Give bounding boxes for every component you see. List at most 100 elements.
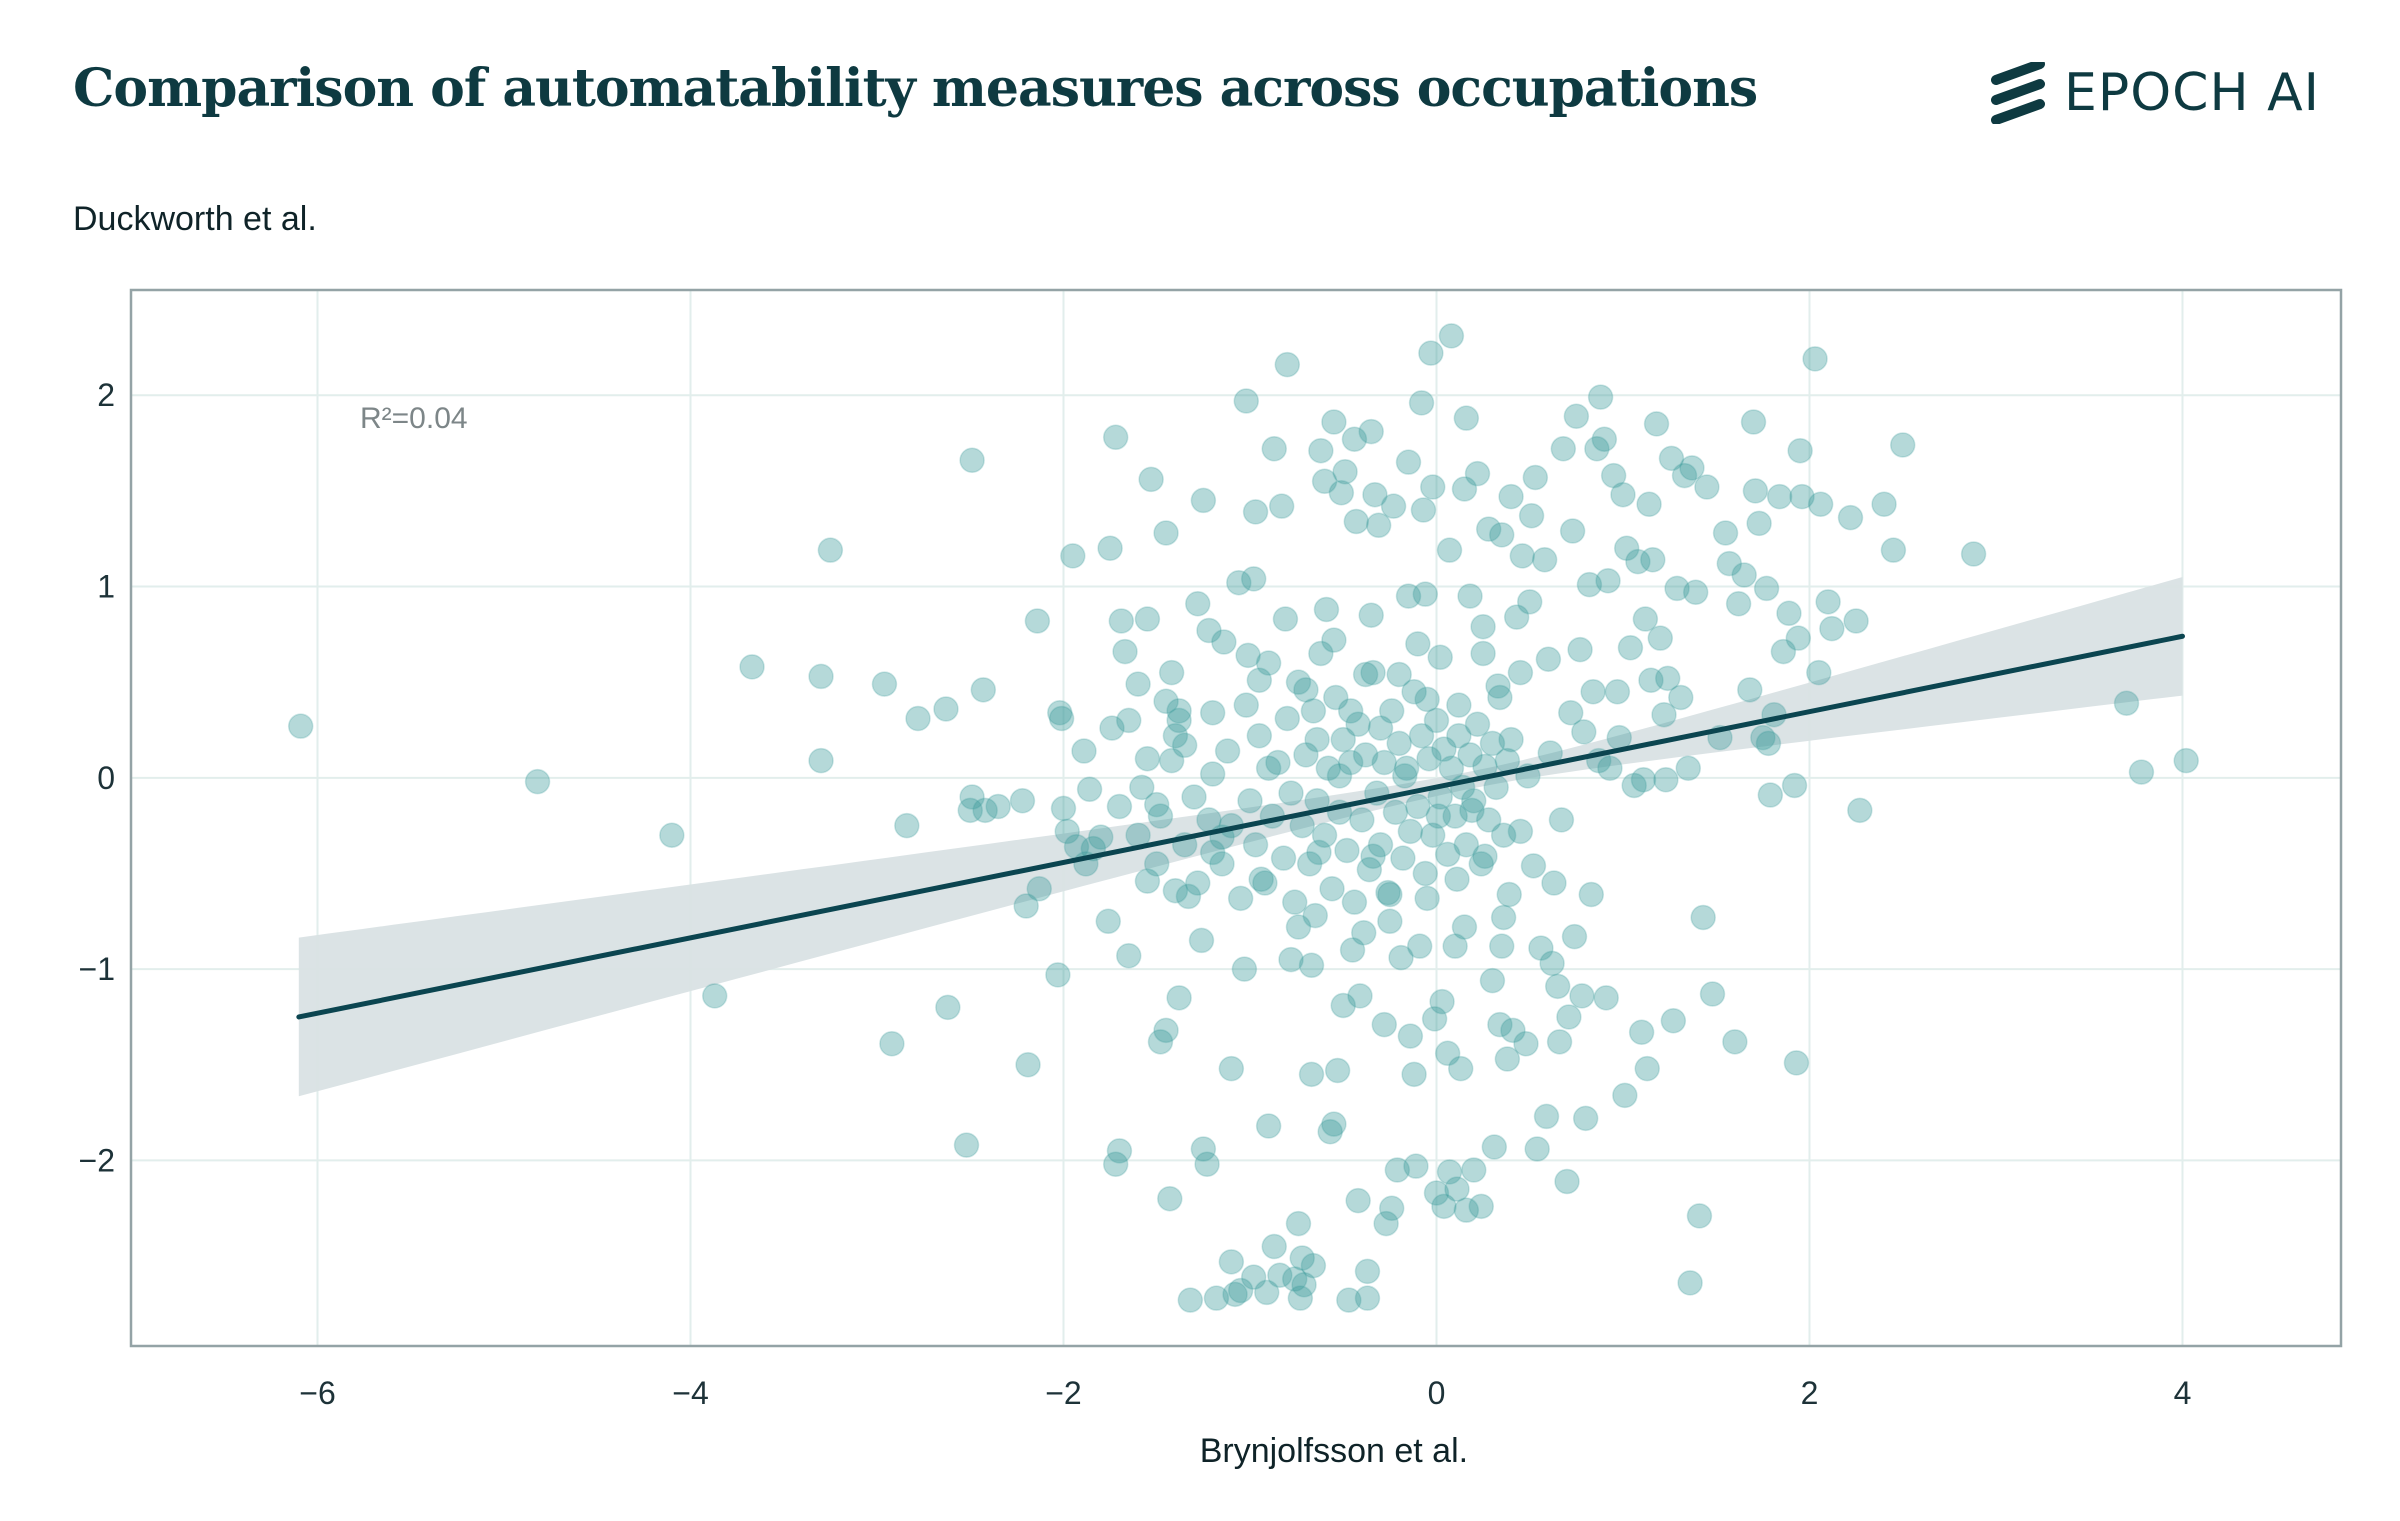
data-point xyxy=(1776,600,1802,627)
data-point xyxy=(1444,866,1470,892)
data-point xyxy=(1630,766,1657,793)
data-point xyxy=(1397,818,1424,845)
data-point xyxy=(1235,642,1261,669)
data-point xyxy=(1807,491,1834,518)
data-point xyxy=(1405,631,1431,657)
y-tick-label: 0 xyxy=(97,760,115,796)
data-point xyxy=(1610,481,1636,508)
data-point xyxy=(1227,885,1254,912)
data-point xyxy=(1324,1057,1351,1084)
data-point xyxy=(1837,504,1864,531)
data-point xyxy=(1380,493,1407,519)
data-point xyxy=(1569,983,1595,1009)
data-point xyxy=(1313,596,1340,623)
data-point xyxy=(1539,950,1565,977)
data-point xyxy=(1323,684,1349,711)
data-point xyxy=(1498,726,1524,753)
confidence-band xyxy=(298,577,2183,1097)
data-point xyxy=(1298,952,1325,979)
data-point xyxy=(871,671,898,697)
data-point xyxy=(1787,437,1813,464)
data-point xyxy=(1050,795,1077,822)
data-point xyxy=(1712,520,1739,546)
data-point xyxy=(1222,1281,1248,1308)
data-point xyxy=(1690,904,1716,931)
data-point xyxy=(1194,1151,1220,1178)
data-point xyxy=(1162,722,1189,749)
data-point xyxy=(1337,698,1364,724)
data-point xyxy=(1166,698,1192,724)
data-point xyxy=(659,822,685,848)
data-point xyxy=(1300,1252,1327,1279)
data-point xyxy=(1658,445,1685,472)
data-point xyxy=(1431,736,1457,762)
regression-line xyxy=(296,633,2185,1020)
data-point xyxy=(1240,1264,1267,1290)
data-point xyxy=(1337,749,1364,776)
data-point xyxy=(2128,759,2155,785)
data-point xyxy=(1766,483,1793,510)
data-point xyxy=(1509,543,1536,569)
data-point xyxy=(1412,581,1439,607)
data-point xyxy=(1423,707,1450,734)
data-point xyxy=(1349,807,1375,833)
data-point xyxy=(1447,1055,1474,1082)
data-point xyxy=(1418,340,1444,366)
data-point xyxy=(1408,390,1435,416)
data-point xyxy=(1181,784,1207,810)
data-point xyxy=(1423,1180,1450,1206)
data-point xyxy=(1470,613,1496,640)
r-squared-annotation: R²=0.04 xyxy=(360,402,468,435)
data-point xyxy=(1436,1159,1463,1185)
data-point xyxy=(1255,755,1282,782)
data-point xyxy=(1960,541,1987,567)
data-point xyxy=(1129,774,1155,801)
data-point xyxy=(1321,627,1347,653)
data-point xyxy=(1406,933,1433,959)
data-point xyxy=(1199,761,1226,787)
data-point xyxy=(1489,522,1515,548)
data-point xyxy=(1457,583,1483,609)
data-point xyxy=(1507,659,1534,686)
data-point xyxy=(1278,780,1304,806)
data-point xyxy=(1434,841,1461,868)
x-tick-label: −6 xyxy=(299,1375,335,1411)
data-point xyxy=(1699,981,1726,1007)
data-point xyxy=(935,994,961,1021)
data-point xyxy=(1470,640,1496,667)
data-point xyxy=(1281,1266,1308,1292)
data-point xyxy=(1541,870,1567,896)
data-point xyxy=(1386,730,1412,757)
data-point xyxy=(1334,837,1360,864)
data-point xyxy=(1408,722,1435,749)
data-point xyxy=(1753,575,1780,602)
data-point xyxy=(1434,1040,1461,1067)
data-point xyxy=(1621,772,1647,799)
data-point xyxy=(1237,788,1263,814)
data-point xyxy=(1013,893,1039,919)
data-point xyxy=(953,1132,980,1158)
data-point xyxy=(1520,853,1547,879)
data-point xyxy=(1576,571,1603,598)
epoch-stripes-icon xyxy=(1991,62,2045,124)
data-point xyxy=(1261,436,1287,462)
data-point xyxy=(1358,602,1384,628)
data-point xyxy=(1487,684,1513,711)
data-point xyxy=(1556,1004,1582,1030)
data-point xyxy=(1392,763,1418,789)
data-point xyxy=(1464,460,1491,487)
data-point xyxy=(1147,1029,1174,1055)
data-point xyxy=(1457,742,1483,768)
data-point xyxy=(1226,569,1252,596)
data-point xyxy=(1328,480,1355,506)
data-point xyxy=(959,784,985,810)
data-point xyxy=(1060,543,1086,569)
data-point xyxy=(1345,1187,1371,1214)
data-point xyxy=(1498,483,1524,510)
data-point xyxy=(1378,1195,1405,1222)
data-point xyxy=(1302,902,1329,929)
data-point xyxy=(1095,908,1121,935)
data-point xyxy=(1177,1287,1204,1313)
data-point xyxy=(1254,1279,1280,1306)
